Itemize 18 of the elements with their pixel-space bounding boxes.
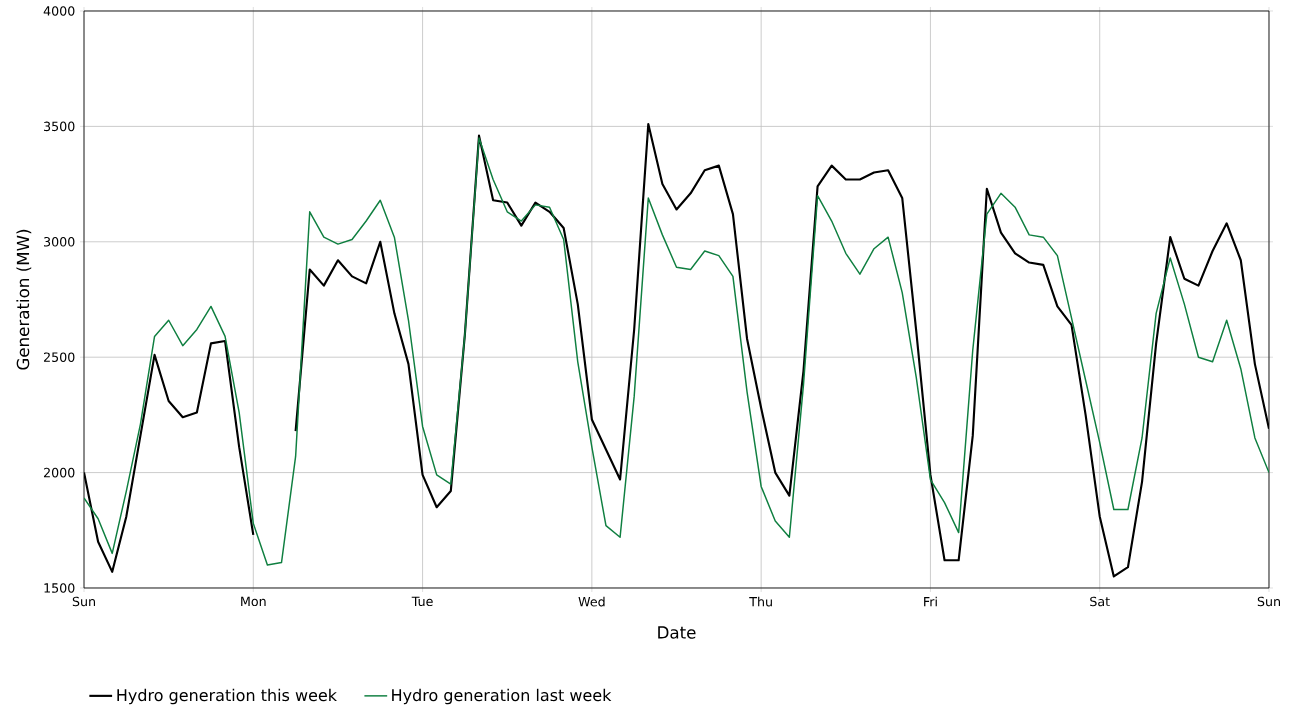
y-axis-title: Generation (MW)	[16, 229, 32, 370]
x-tick-label: Sun	[72, 596, 95, 607]
legend-label: Hydro generation last week	[392, 688, 612, 705]
y-tick-label: 3500	[44, 121, 75, 132]
x-tick-label: Fri	[924, 596, 937, 607]
y-tick-label: 2500	[43, 352, 75, 362]
x-tick-label: Sun	[1257, 596, 1280, 607]
x-tick-label: Mon	[241, 596, 266, 607]
y-tick-label: 4000	[43, 6, 75, 16]
x-tick-label: Thu	[749, 596, 772, 607]
y-tick-label: 1500	[44, 583, 75, 593]
y-tick-label: 2000	[43, 467, 75, 478]
y-tick-label: 3000	[44, 236, 75, 247]
x-axis-title: Date	[658, 626, 696, 639]
x-tick-label: Sat	[1090, 596, 1110, 607]
x-tick-label: Tue	[411, 596, 433, 607]
legend-label: Hydro generation this week	[117, 688, 337, 705]
x-tick-label: Wed	[578, 596, 605, 607]
